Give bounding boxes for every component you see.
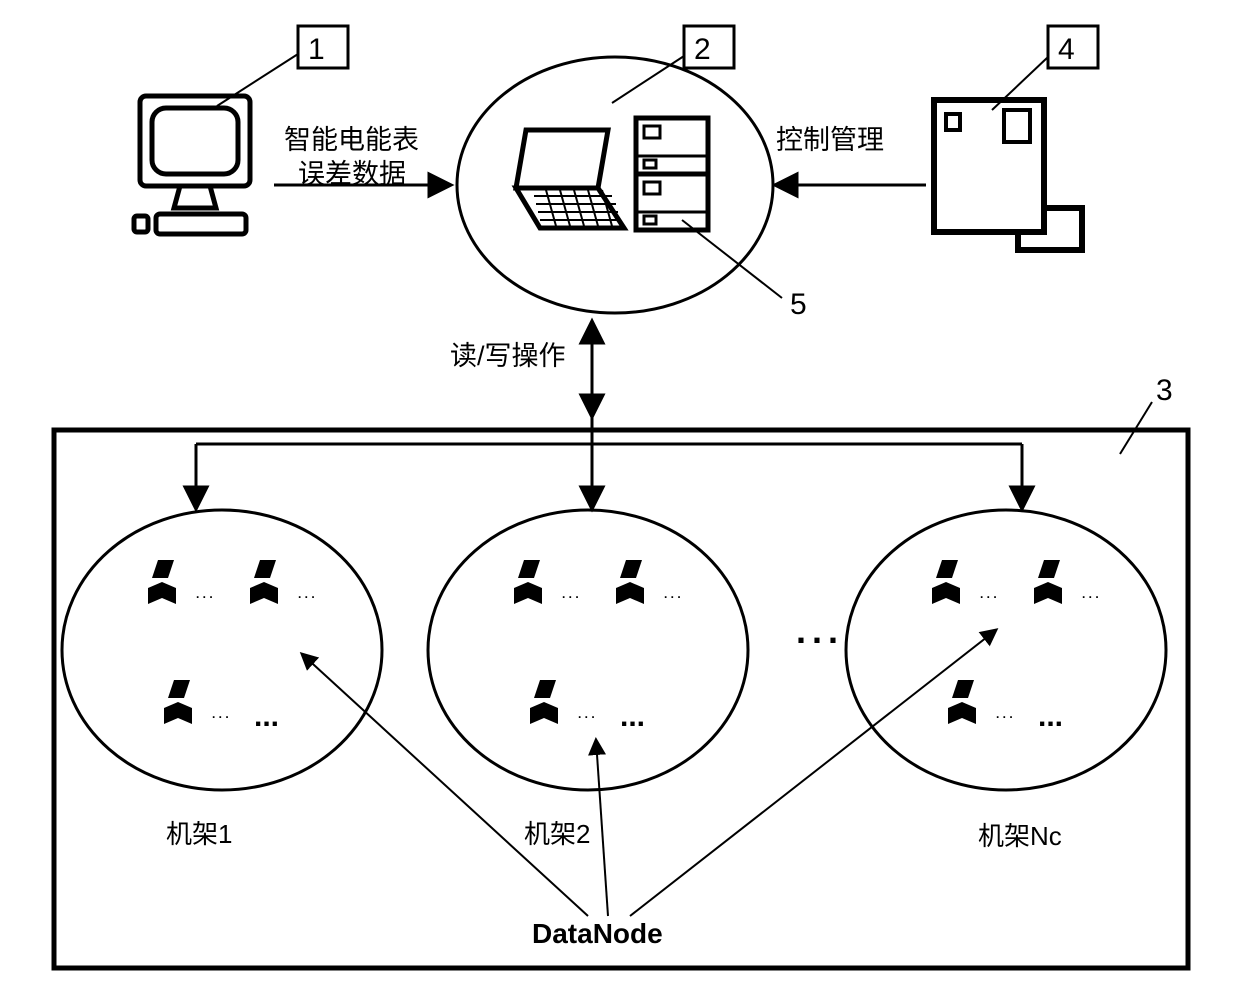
rackn-nodes: ... . . . . . . . . . xyxy=(932,560,1099,733)
leader-5 xyxy=(682,220,782,298)
label-rack2: 机架2 xyxy=(524,814,590,851)
callout-2-text: 2 xyxy=(694,33,711,67)
rack2-nodes: ... . . . . . . . . . xyxy=(514,560,681,733)
svg-text:. . .: . . . xyxy=(980,587,997,601)
laptop-icon xyxy=(516,130,624,228)
rack-2 xyxy=(428,510,748,790)
leader-3 xyxy=(1120,402,1152,454)
rack-n xyxy=(846,510,1166,790)
leader-2 xyxy=(612,56,684,103)
client-computer-icon xyxy=(134,96,250,234)
label-datanode: DataNode xyxy=(532,918,663,950)
svg-text:. . .: . . . xyxy=(196,587,213,601)
svg-text:. . .: . . . xyxy=(212,707,229,721)
svg-text:...: ... xyxy=(254,700,279,733)
diagram-stage: ... . . . . . . . . . ... . . . . . . . … xyxy=(0,0,1240,993)
svg-text:. . .: . . . xyxy=(996,707,1013,721)
svg-text:. . .: . . . xyxy=(1082,587,1099,601)
leader-1 xyxy=(217,54,298,106)
controller-tower-icon xyxy=(934,100,1082,250)
label-rackn: 机架Nc xyxy=(978,816,1062,853)
svg-text:. . .: . . . xyxy=(664,587,681,601)
callout-3-text: 3 xyxy=(1156,374,1173,408)
datanode-pointer-right xyxy=(630,630,996,916)
callout-1-text: 1 xyxy=(308,33,325,67)
svg-text:. . .: . . . xyxy=(562,587,579,601)
label-smartmeter-2: 误差数据 xyxy=(298,152,406,191)
rack-1 xyxy=(62,510,382,790)
label-rack1: 机架1 xyxy=(166,814,232,851)
callout-5-text: 5 xyxy=(790,288,807,322)
label-rack-ellipsis: ... xyxy=(796,610,844,652)
callout-4-text: 4 xyxy=(1058,33,1075,67)
svg-text:. . .: . . . xyxy=(298,587,315,601)
datanode-pointer-left xyxy=(302,654,588,916)
label-read-write: 读/写操作 xyxy=(450,334,566,373)
rack1-nodes: ... . . . . . . . . . xyxy=(148,560,315,733)
datanode-pointer-mid xyxy=(596,740,608,916)
namenode-ellipse xyxy=(457,57,773,313)
svg-text:...: ... xyxy=(620,700,645,733)
svg-text:. . .: . . . xyxy=(578,707,595,721)
leader-4 xyxy=(992,57,1048,110)
label-control-mgmt: 控制管理 xyxy=(776,118,884,157)
svg-text:...: ... xyxy=(1038,700,1063,733)
server-stack-icon xyxy=(636,118,708,230)
cluster-box xyxy=(54,430,1188,968)
